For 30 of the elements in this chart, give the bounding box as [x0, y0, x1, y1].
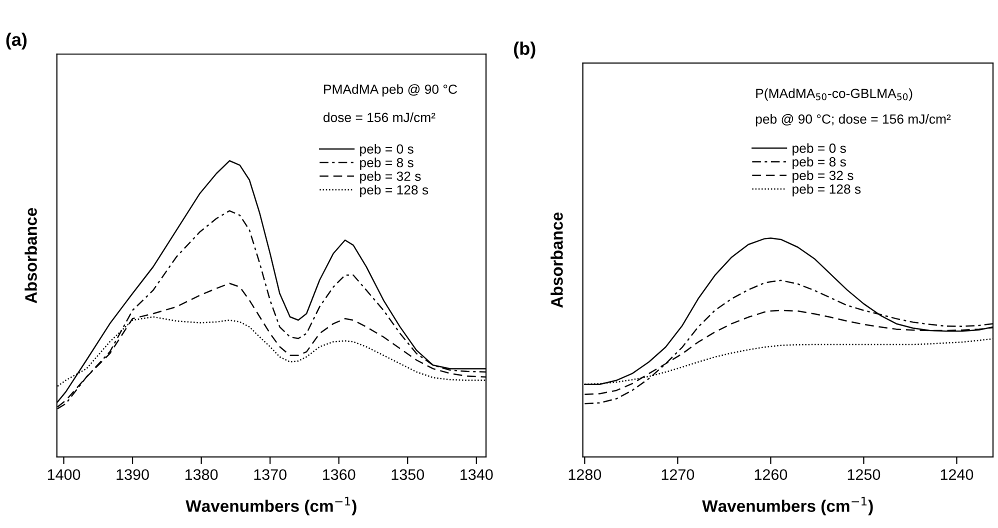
- x-tick-label: 1340: [460, 469, 493, 480]
- chart-title: (a): [6, 32, 27, 50]
- text: peb @ 90 °C; dose = 156 mJ/cm²: [756, 114, 951, 126]
- x-tick-label: 1350: [392, 469, 424, 480]
- x-tick-label: 1370: [254, 469, 286, 480]
- x-tick-label: 1360: [323, 469, 356, 480]
- x-tick-label: 1400: [48, 469, 80, 480]
- chart-title: (b): [514, 42, 536, 59]
- legend-label: peb = 128 s: [792, 184, 861, 196]
- text: PMAdMA peb @ 90 °C: [324, 84, 457, 97]
- text: P(MAdMA$_{50}$-co-GBLMA$_{50}$): [756, 88, 912, 101]
- x-axis-title: Wavenumbers (cm$^{−1}$): [186, 496, 356, 516]
- y-axis-title: Absorbance: [550, 212, 563, 308]
- x-tick-label: 1260: [754, 469, 788, 480]
- x-axis-title: Wavenumbers (cm$^{−1}$): [702, 496, 873, 516]
- legend-label: peb = 128 s: [360, 184, 428, 198]
- legend-label: peb = 32 s: [792, 170, 854, 183]
- x-tick-label: 1240: [940, 469, 974, 480]
- x-tick-label: 1380: [185, 469, 218, 480]
- y-axis-title: Absorbance: [24, 208, 37, 304]
- x-tick-label: 1390: [116, 469, 149, 480]
- legend-label: peb = 8 s: [360, 158, 414, 170]
- x-tick-label: 1250: [848, 469, 880, 480]
- legend-label: peb = 32 s: [360, 171, 421, 184]
- legend-label: peb = 0 s: [360, 144, 414, 156]
- x-tick-label: 1280: [568, 469, 602, 480]
- legend-label: peb = 0 s: [792, 143, 846, 156]
- x-tick-label: 1270: [662, 469, 694, 480]
- legend-label: peb = 8 s: [792, 156, 846, 170]
- text: dose = 156 mJ/cm²: [324, 112, 436, 122]
